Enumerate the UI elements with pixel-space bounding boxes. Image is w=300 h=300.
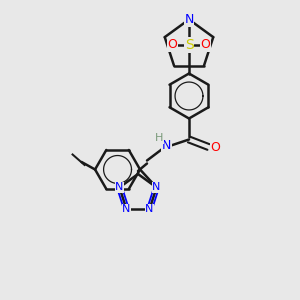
- Text: N: N: [122, 204, 131, 214]
- Text: O: O: [201, 38, 210, 52]
- Text: N: N: [184, 13, 194, 26]
- Text: N: N: [115, 182, 124, 193]
- Text: N: N: [145, 204, 154, 214]
- Text: O: O: [210, 140, 220, 154]
- Text: S: S: [184, 38, 194, 52]
- Text: N: N: [162, 139, 171, 152]
- Text: O: O: [168, 38, 177, 52]
- Text: H: H: [155, 133, 163, 143]
- Text: N: N: [152, 182, 161, 193]
